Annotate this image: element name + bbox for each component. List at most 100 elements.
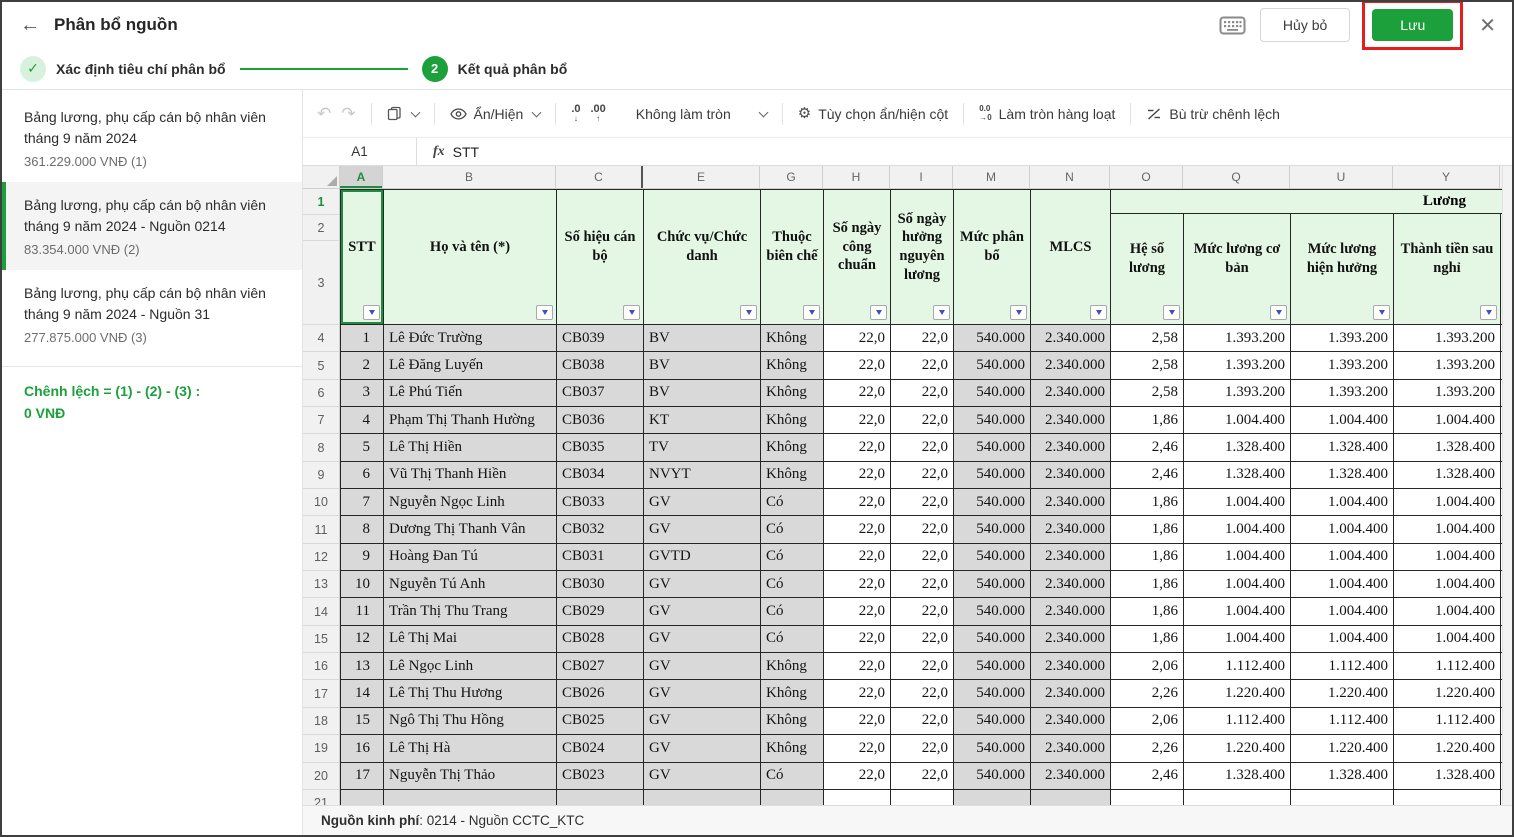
cell-reference-box[interactable]: A1 xyxy=(303,138,417,165)
cell-hs[interactable]: 1,86 xyxy=(1111,543,1184,572)
cell-mlcs[interactable]: 2.340.000 xyxy=(1031,434,1111,462)
row-header-16[interactable]: 16 xyxy=(303,653,339,681)
cell-name[interactable]: Lê Ngọc Linh xyxy=(384,653,557,681)
cell-d1[interactable]: 22,0 xyxy=(824,379,891,408)
cell-bc[interactable]: Có xyxy=(761,489,824,517)
cell-mpb[interactable]: 540.000 xyxy=(954,680,1031,708)
cell-d1[interactable]: 22,0 xyxy=(824,516,891,544)
cell-code[interactable]: CB038 xyxy=(557,352,644,380)
cell-lcb[interactable]: 1.328.400 xyxy=(1184,762,1291,790)
cell-lcb[interactable]: 1.328.400 xyxy=(1184,461,1291,490)
cell-d2[interactable]: 22,0 xyxy=(891,762,954,790)
cell-d2[interactable]: 22,0 xyxy=(891,461,954,490)
redo-icon[interactable]: ↷ xyxy=(341,103,356,123)
filter-button[interactable] xyxy=(623,304,640,320)
cell-code[interactable]: CB036 xyxy=(557,407,644,435)
cell-d1[interactable]: 22,0 xyxy=(824,543,891,572)
cell-d2[interactable]: 22,0 xyxy=(891,735,954,763)
column-header-O[interactable]: O xyxy=(1110,166,1183,188)
cell-pos[interactable]: BV xyxy=(644,379,761,408)
cell-name[interactable]: Trần Thị Thu Trang xyxy=(384,598,557,626)
row-header-21[interactable]: 21 xyxy=(303,790,339,805)
cell-tt[interactable]: 1.004.400 xyxy=(1394,516,1501,544)
cell-stt[interactable]: 6 xyxy=(341,461,384,490)
column-header-N[interactable]: N xyxy=(1030,166,1110,188)
row-header-9[interactable]: 9 xyxy=(303,462,339,490)
cell-d1[interactable]: 22,0 xyxy=(824,707,891,736)
cell-code[interactable]: CB034 xyxy=(557,461,644,490)
cell-hs[interactable]: 1,86 xyxy=(1111,625,1184,654)
cell-tt[interactable]: 1.112.400 xyxy=(1394,653,1501,681)
cell-d2[interactable]: 22,0 xyxy=(891,489,954,517)
cell-stt[interactable]: 2 xyxy=(341,352,384,380)
step-2[interactable]: 2 Kết quả phân bổ xyxy=(421,55,567,82)
cell-name[interactable]: Lê Đăng Luyến xyxy=(384,352,557,380)
sidebar-item-total[interactable]: Bảng lương, phụ cấp cán bộ nhân viên thá… xyxy=(2,94,302,182)
cell-hs[interactable]: 2,46 xyxy=(1111,434,1184,462)
cell-d1[interactable]: 22,0 xyxy=(824,680,891,708)
cell-d2[interactable]: 22,0 xyxy=(891,325,954,353)
cell-lhh[interactable]: 1.112.400 xyxy=(1291,653,1394,681)
cell-bc[interactable]: Không xyxy=(761,407,824,435)
cell-d2[interactable]: 22,0 xyxy=(891,407,954,435)
cell-bc[interactable]: Không xyxy=(761,461,824,490)
cell-bc[interactable]: Có xyxy=(761,598,824,626)
cell-hs[interactable]: 1,86 xyxy=(1111,516,1184,544)
cell-bc[interactable]: Có xyxy=(761,762,824,790)
cell-mlcs[interactable]: 2.340.000 xyxy=(1031,598,1111,626)
cell-bc[interactable]: Không xyxy=(761,325,824,353)
cell-lhh[interactable]: 1.220.400 xyxy=(1291,735,1394,763)
header-cell-pos[interactable]: Chức vụ/Chức danh xyxy=(644,190,761,325)
cell-name[interactable]: Hoàng Đan Tú xyxy=(384,543,557,572)
cell-tt[interactable]: 1.328.400 xyxy=(1394,461,1501,490)
cell-pos[interactable]: GV xyxy=(644,735,761,763)
header-cell-tt[interactable]: Thành tiền sau nghỉ xyxy=(1394,214,1501,325)
cell-hs[interactable]: 1,86 xyxy=(1111,407,1184,435)
cell-hs[interactable]: 2,06 xyxy=(1111,707,1184,736)
header-cell-code[interactable]: Số hiệu cán bộ xyxy=(557,190,644,325)
cell-pos[interactable]: GV xyxy=(644,653,761,681)
cell-bc[interactable]: Không xyxy=(761,680,824,708)
cell-stt[interactable]: 9 xyxy=(341,543,384,572)
header-cell-stt[interactable]: STT xyxy=(341,190,384,325)
row-header-12[interactable]: 12 xyxy=(303,544,339,572)
save-button[interactable]: Lưu xyxy=(1372,9,1454,41)
cell-d1[interactable]: 22,0 xyxy=(824,407,891,435)
cell-mpb[interactable]: 540.000 xyxy=(954,461,1031,490)
cell-mlcs[interactable]: 2.340.000 xyxy=(1031,707,1111,736)
cell-d1[interactable]: 22,0 xyxy=(824,598,891,626)
cell-d2[interactable] xyxy=(891,789,954,805)
cell-hs[interactable]: 2,46 xyxy=(1111,762,1184,790)
cell-mpb[interactable]: 540.000 xyxy=(954,762,1031,790)
cell-mpb[interactable]: 540.000 xyxy=(954,407,1031,435)
cell-name[interactable]: Ngô Thị Thu Hồng xyxy=(384,707,557,736)
cell-pos[interactable]: GV xyxy=(644,762,761,790)
cell-lcb[interactable]: 1.393.200 xyxy=(1184,325,1291,353)
cell-stt[interactable]: 15 xyxy=(341,707,384,736)
cell-hs[interactable]: 1,86 xyxy=(1111,598,1184,626)
cell-pos[interactable]: GV xyxy=(644,598,761,626)
cell-tt[interactable]: 1.220.400 xyxy=(1394,680,1501,708)
cell-bc[interactable]: Không xyxy=(761,735,824,763)
cell-hs[interactable]: 2,06 xyxy=(1111,653,1184,681)
header-cell-d2[interactable]: Số ngày hưởng nguyên lương xyxy=(891,190,954,325)
cell-d2[interactable]: 22,0 xyxy=(891,680,954,708)
cell-d2[interactable]: 22,0 xyxy=(891,598,954,626)
cell-lcb[interactable] xyxy=(1184,789,1291,805)
cell-mlcs[interactable]: 2.340.000 xyxy=(1031,625,1111,654)
cell-code[interactable]: CB028 xyxy=(557,625,644,654)
header-cell-mpb[interactable]: Mức phân bổ xyxy=(954,190,1031,325)
cell-d2[interactable]: 22,0 xyxy=(891,625,954,654)
cell-lcb[interactable]: 1.220.400 xyxy=(1184,680,1291,708)
filter-button[interactable] xyxy=(1163,304,1180,320)
cell-tt[interactable]: 1.004.400 xyxy=(1394,407,1501,435)
cell-stt[interactable]: 13 xyxy=(341,653,384,681)
cell-tt[interactable]: 1.328.400 xyxy=(1394,434,1501,462)
row-header-1[interactable]: 1 xyxy=(303,189,339,215)
row-header-18[interactable]: 18 xyxy=(303,708,339,736)
cell-mpb[interactable] xyxy=(954,789,1031,805)
cell-code[interactable]: CB029 xyxy=(557,598,644,626)
cell-lhh[interactable]: 1.004.400 xyxy=(1291,407,1394,435)
filter-button[interactable] xyxy=(1010,304,1027,320)
cell-stt[interactable]: 5 xyxy=(341,434,384,462)
